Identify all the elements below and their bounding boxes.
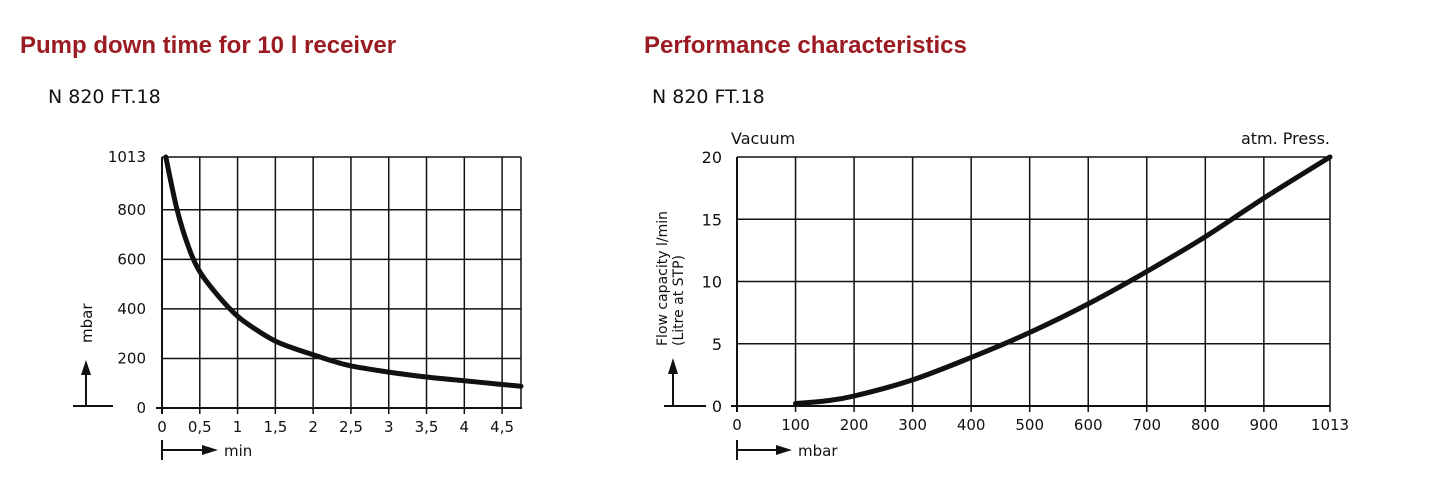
x-tick-label: 1013 (1311, 416, 1349, 434)
flow-capacity-curve (793, 154, 1333, 406)
y-tick-label: 400 (117, 300, 146, 318)
x-tick-label: 4,5 (490, 418, 514, 436)
annotation-vacuum: Vacuum (731, 129, 795, 148)
y-arrow-head (81, 360, 91, 375)
x-tick-label: 0 (157, 418, 167, 436)
pump-down-curve (163, 154, 524, 389)
y-axis-label: mbar (78, 303, 96, 343)
x-tick-label: 1,5 (263, 418, 287, 436)
y-axis-label-line-2: (Litre at STP) (671, 255, 687, 346)
chart-1-title: Pump down time for 10 l receiver (20, 32, 397, 59)
x-tick-label: 3,5 (415, 418, 439, 436)
x-tick-label: 500 (1015, 416, 1044, 434)
x-tick-label: 3 (384, 418, 394, 436)
x-arrow-head (202, 445, 218, 455)
y-tick-label: 15 (702, 210, 722, 229)
y-tick-label: 0 (712, 397, 722, 416)
x-tick-label: 400 (957, 416, 986, 434)
y-tick-label: 0 (136, 399, 146, 417)
pump-down-chart: 0 0,5 1 1,5 2 2,5 3 3,5 4 4,5 0 200 400 600 800 1013 mba… (73, 148, 524, 460)
x-tick-label: 4 (460, 418, 470, 436)
y-tick-label: 1013 (108, 148, 146, 166)
chart-2-subtitle: N 820 FT.18 (652, 86, 765, 108)
y-axis-label: Flow capacity l/min(Litre at STP) (655, 211, 687, 346)
chart-2-title: Performance characteristics (644, 32, 967, 59)
x-tick-label: 2 (308, 418, 318, 436)
y-tick-label: 5 (712, 335, 722, 354)
y-arrow-head (668, 358, 678, 374)
x-tick-label: 2,5 (339, 418, 363, 436)
y-tick-label: 20 (702, 148, 722, 167)
x-axis-label: min (224, 442, 252, 460)
x-tick-label: 0,5 (188, 418, 212, 436)
annotation-atm-press: atm. Press. (1241, 129, 1330, 148)
y-axis-label-line-1: Flow capacity l/min (655, 211, 671, 346)
x-tick-label: 300 (898, 416, 927, 434)
x-tick-label: 900 (1250, 416, 1279, 434)
x-tick-label: 200 (840, 416, 869, 434)
y-tick-label: 10 (702, 273, 722, 292)
y-tick-label: 200 (117, 349, 146, 367)
x-tick-label: 800 (1191, 416, 1220, 434)
x-arrow-head (776, 445, 792, 455)
x-tick-label: 600 (1074, 416, 1103, 434)
x-tick-label: 700 (1132, 416, 1161, 434)
y-tick-label: 600 (117, 250, 146, 268)
y-tick-label: 800 (117, 201, 146, 219)
x-tick-label: 0 (732, 416, 742, 434)
chart-1-subtitle: N 820 FT.18 (48, 86, 161, 108)
x-tick-label: 1 (233, 418, 243, 436)
x-tick-label: 100 (781, 416, 810, 434)
x-axis-label: mbar (798, 442, 838, 460)
